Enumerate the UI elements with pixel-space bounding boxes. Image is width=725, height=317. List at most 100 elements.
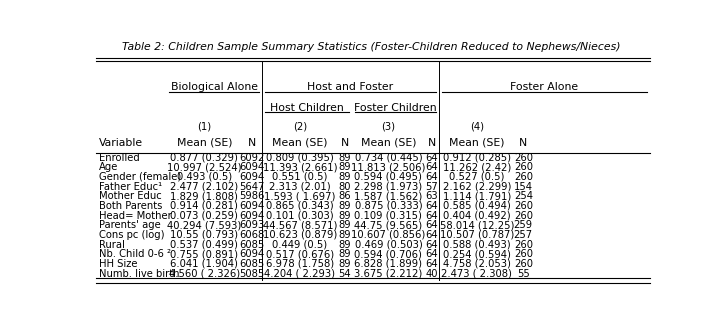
Text: 5986: 5986 (239, 191, 265, 201)
Text: 89: 89 (339, 210, 351, 221)
Text: Numb. live birth: Numb. live birth (99, 268, 180, 279)
Text: 5647: 5647 (239, 182, 265, 191)
Text: 0.912 (0.285): 0.912 (0.285) (443, 152, 511, 163)
Text: 11.393 (2.661): 11.393 (2.661) (262, 162, 337, 172)
Text: 10.623 (0.879): 10.623 (0.879) (262, 230, 337, 240)
Text: 0.877 (0.329): 0.877 (0.329) (170, 152, 239, 163)
Text: 0.734 (0.445): 0.734 (0.445) (355, 152, 422, 163)
Text: 0.469 (0.503): 0.469 (0.503) (355, 240, 422, 249)
Text: 2.477 (2.102): 2.477 (2.102) (170, 182, 239, 191)
Text: 0.585 (0.494): 0.585 (0.494) (443, 201, 511, 211)
Text: 40: 40 (426, 268, 438, 279)
Text: 6085: 6085 (239, 259, 265, 269)
Text: 1.114 (1.791): 1.114 (1.791) (443, 191, 511, 201)
Text: 3.675 (2.212): 3.675 (2.212) (355, 268, 423, 279)
Text: 40.294 (7.593): 40.294 (7.593) (167, 220, 241, 230)
Text: Age: Age (99, 162, 118, 172)
Text: 257: 257 (514, 230, 533, 240)
Text: 57: 57 (426, 182, 439, 191)
Text: 0.914 (0.281): 0.914 (0.281) (170, 201, 239, 211)
Text: 11.813 (2.506): 11.813 (2.506) (351, 162, 426, 172)
Text: 89: 89 (339, 230, 351, 240)
Text: Mean (SE): Mean (SE) (450, 138, 505, 147)
Text: N: N (519, 138, 527, 147)
Text: 6094: 6094 (239, 210, 265, 221)
Text: 6068: 6068 (239, 230, 265, 240)
Text: 260: 260 (514, 240, 533, 249)
Text: Variable: Variable (99, 138, 143, 147)
Text: Head= Mother: Head= Mother (99, 210, 172, 221)
Text: 5085: 5085 (239, 268, 265, 279)
Text: 260: 260 (514, 201, 533, 211)
Text: 6.978 (1.758): 6.978 (1.758) (266, 259, 334, 269)
Text: N: N (248, 138, 257, 147)
Text: 0.073 (0.259): 0.073 (0.259) (170, 210, 239, 221)
Text: 89: 89 (339, 152, 351, 163)
Text: 4.758 (2.053): 4.758 (2.053) (443, 259, 511, 269)
Text: Nb. Child 0-6 ²: Nb. Child 0-6 ² (99, 249, 171, 259)
Text: 6094: 6094 (239, 201, 265, 211)
Text: 1.829 (1.808): 1.829 (1.808) (170, 191, 239, 201)
Text: 0.527 (0.5): 0.527 (0.5) (450, 172, 505, 182)
Text: 0.594 (0.706): 0.594 (0.706) (355, 249, 423, 259)
Text: 6094: 6094 (239, 162, 265, 172)
Text: 6094: 6094 (239, 249, 265, 259)
Text: 6.828 (1.899): 6.828 (1.899) (355, 259, 423, 269)
Text: 89: 89 (339, 220, 351, 230)
Text: Cons pc (log): Cons pc (log) (99, 230, 165, 240)
Text: 6093: 6093 (239, 220, 265, 230)
Text: (1): (1) (197, 121, 212, 131)
Text: Foster Alone: Foster Alone (510, 82, 579, 92)
Text: 54: 54 (339, 268, 351, 279)
Text: 260: 260 (514, 162, 533, 172)
Text: 1.587 (1.562): 1.587 (1.562) (355, 191, 423, 201)
Text: 2.473 ( 2.308): 2.473 ( 2.308) (442, 268, 513, 279)
Text: 6092: 6092 (239, 152, 265, 163)
Text: 0.404 (0.492): 0.404 (0.492) (443, 210, 510, 221)
Text: 260: 260 (514, 172, 533, 182)
Text: 254: 254 (514, 191, 533, 201)
Text: N: N (428, 138, 436, 147)
Text: 0.755 (0.891): 0.755 (0.891) (170, 249, 239, 259)
Text: 10.55 (0.793): 10.55 (0.793) (170, 230, 239, 240)
Text: Parents' age: Parents' age (99, 220, 161, 230)
Text: 0.537 (0.499): 0.537 (0.499) (170, 240, 239, 249)
Text: 0.493 (0.5): 0.493 (0.5) (177, 172, 232, 182)
Text: 0.809 (0.395): 0.809 (0.395) (266, 152, 334, 163)
Text: Host Children: Host Children (270, 103, 344, 113)
Text: 64: 64 (426, 162, 439, 172)
Text: 86: 86 (339, 191, 351, 201)
Text: 64: 64 (426, 220, 439, 230)
Text: 64: 64 (426, 230, 439, 240)
Text: (4): (4) (470, 121, 484, 131)
Text: 4.204 ( 2.293): 4.204 ( 2.293) (265, 268, 336, 279)
Text: Foster Children: Foster Children (354, 103, 436, 113)
Text: 0.517 (0.676): 0.517 (0.676) (266, 249, 334, 259)
Text: 0.588 (0.493): 0.588 (0.493) (443, 240, 510, 249)
Text: 260: 260 (514, 152, 533, 163)
Text: 64: 64 (426, 172, 439, 182)
Text: 63: 63 (426, 191, 439, 201)
Text: 64: 64 (426, 210, 439, 221)
Text: 11.262 (2.42): 11.262 (2.42) (443, 162, 511, 172)
Text: 10.507 (0.787): 10.507 (0.787) (440, 230, 514, 240)
Text: 6094: 6094 (239, 172, 265, 182)
Text: 89: 89 (339, 259, 351, 269)
Text: 44.567 (8.571): 44.567 (8.571) (262, 220, 337, 230)
Text: 64: 64 (426, 259, 439, 269)
Text: 64: 64 (426, 152, 439, 163)
Text: 0.875 (0.333): 0.875 (0.333) (355, 201, 422, 211)
Text: Mean (SE): Mean (SE) (360, 138, 416, 147)
Text: Enrolled: Enrolled (99, 152, 140, 163)
Text: (2): (2) (293, 121, 307, 131)
Text: 2.313 (2.01): 2.313 (2.01) (269, 182, 331, 191)
Text: 259: 259 (514, 220, 533, 230)
Text: Both Parents: Both Parents (99, 201, 162, 211)
Text: N: N (341, 138, 349, 147)
Text: Biological Alone: Biological Alone (171, 82, 258, 92)
Text: 64: 64 (426, 201, 439, 211)
Text: Father Educ¹: Father Educ¹ (99, 182, 162, 191)
Text: 80: 80 (339, 182, 351, 191)
Text: (3): (3) (381, 121, 395, 131)
Text: 0.865 (0.343): 0.865 (0.343) (266, 201, 334, 211)
